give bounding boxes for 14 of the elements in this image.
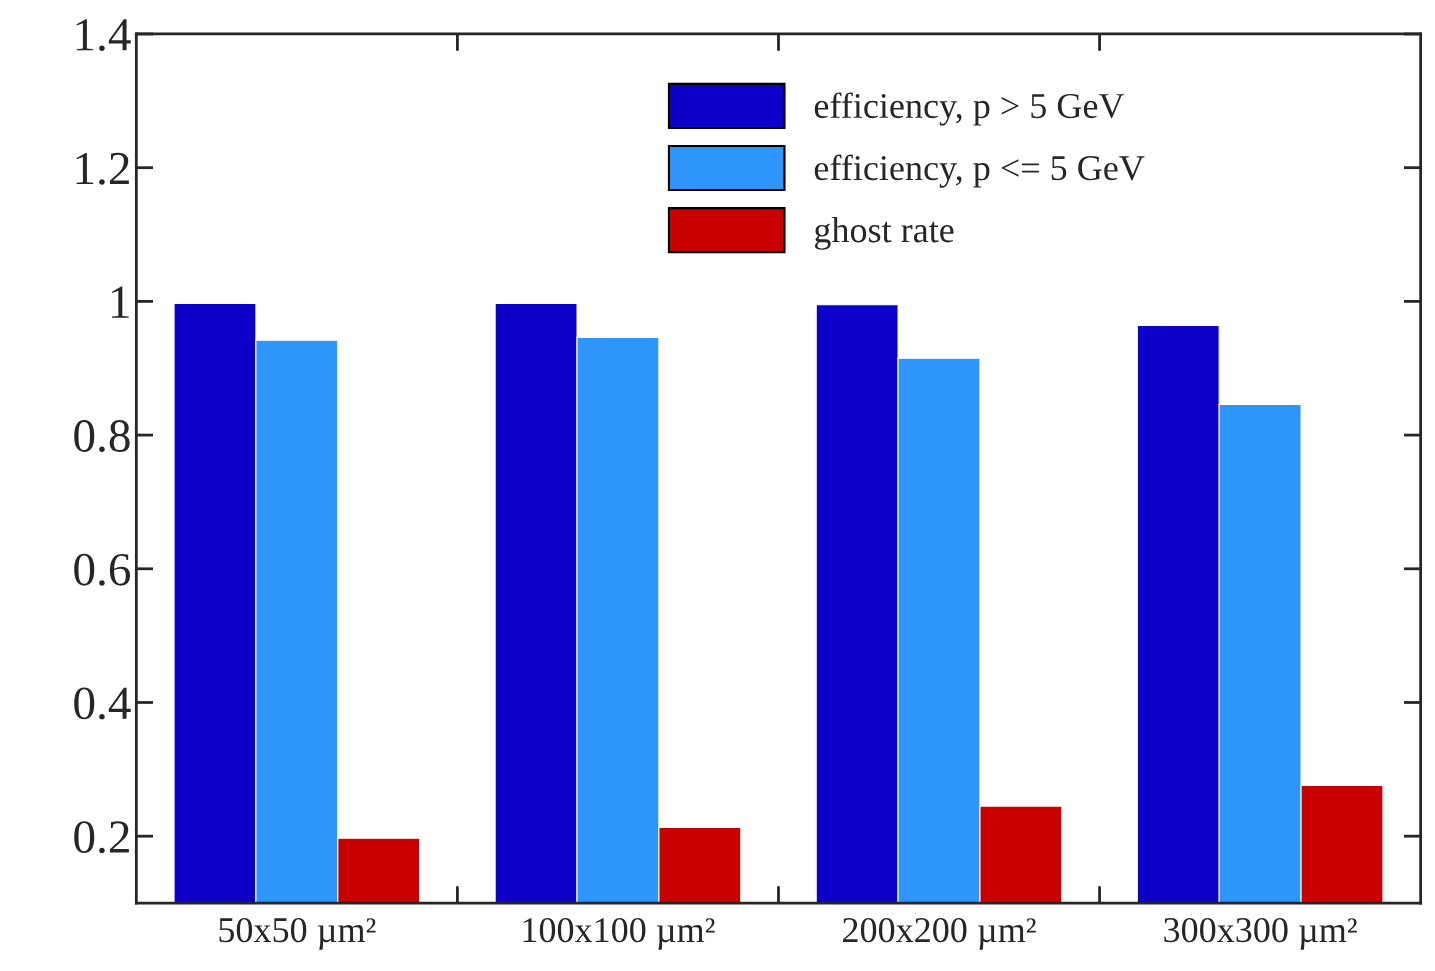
y-tick-label: 1.4 [76, 19, 131, 52]
x-tick-label: 200x200 µm² [843, 917, 1036, 950]
y-tick-label: 0.4 [74, 687, 131, 720]
legend-label: efficiency, p > 5 GeV [814, 92, 1125, 126]
x-tick-label: 50x50 µm² [219, 917, 376, 950]
x-tick-label: 300x300 µm² [1164, 917, 1357, 950]
y-tick-label: 0.6 [74, 553, 131, 586]
y-tick-label: 0.2 [74, 821, 129, 854]
legend-label: efficiency, p <= 5 GeV [814, 154, 1145, 188]
y-tick-label: 1 [112, 286, 129, 318]
y-tick-label: 1.2 [76, 152, 129, 185]
y-tick-label: 0.8 [74, 420, 130, 453]
legend-label: ghost rate [814, 216, 954, 250]
x-tick-label: 100x100 µm² [523, 917, 715, 950]
